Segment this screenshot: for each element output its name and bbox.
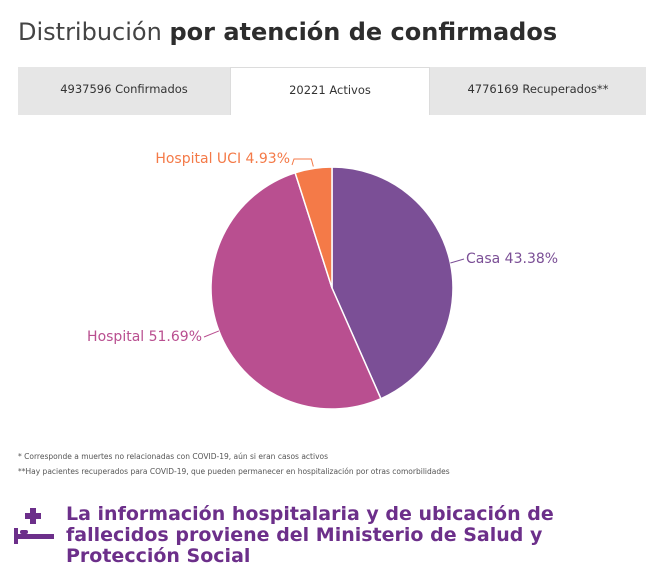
chart-title: Distribución por atención de confirmados xyxy=(18,18,557,46)
slice-label-hospital: Hospital 51.69% xyxy=(87,329,202,345)
pie-slice-hospital xyxy=(210,171,382,410)
footnote-2: **Hay pacientes recuperados para COVID-1… xyxy=(18,467,450,476)
slice-label-hospital-uci: Hospital UCI 4.93% xyxy=(155,151,290,167)
title-bold: por atención de confirmados xyxy=(169,18,558,46)
tab-activos[interactable]: 20221 Activos xyxy=(230,67,430,115)
slice-label-casa: Casa 43.38% xyxy=(466,251,558,267)
pie-slice-hospital-uci xyxy=(294,166,333,289)
footer-source-text: La información hospitalaria y de ubicaci… xyxy=(66,503,554,567)
tab-recuperados[interactable]: 4776169 Recuperados** xyxy=(430,67,646,115)
leader-line-hospital xyxy=(203,330,220,338)
tab-bar: 4937596 Confirmados 20221 Activos 477616… xyxy=(18,67,646,115)
tab-confirmados[interactable]: 4937596 Confirmados xyxy=(18,67,230,115)
pie-chart: Casa 43.38% Hospital 51.69% Hospital UCI 4… xyxy=(87,151,558,410)
footnote-1: * Corresponde a muertes no relacionadas … xyxy=(18,452,329,461)
hospital-bed-icon xyxy=(14,508,54,544)
title-regular: Distribución xyxy=(18,18,162,46)
leader-line-casa xyxy=(450,258,465,264)
leader-line-hospital-uci xyxy=(291,158,314,167)
